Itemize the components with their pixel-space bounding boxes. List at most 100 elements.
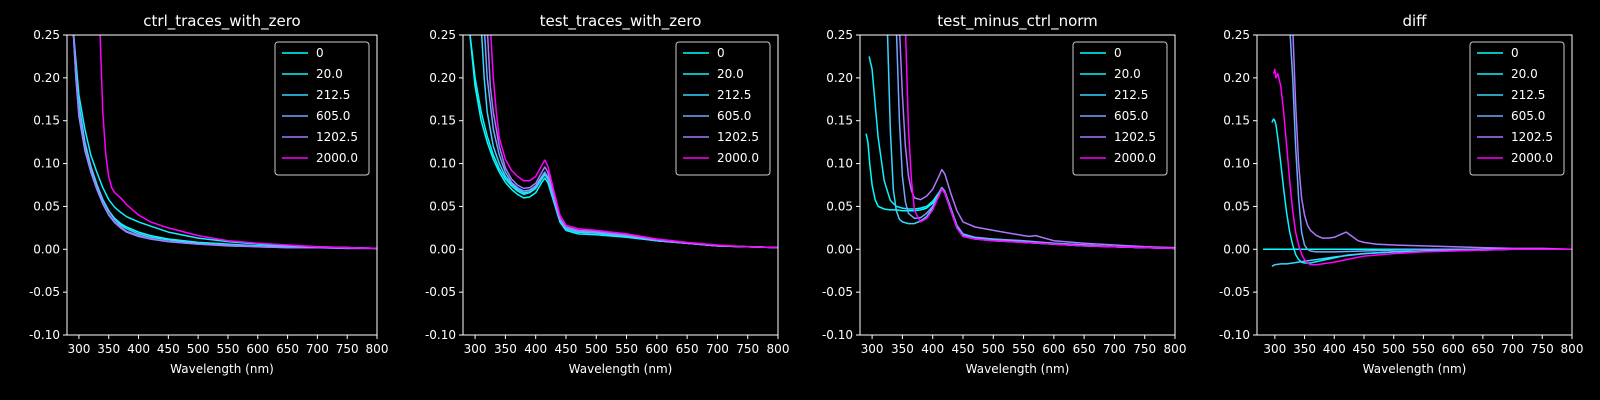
plot-area (469, 35, 778, 249)
legend-label: 2000.0 (1511, 151, 1553, 165)
x-tick-label: 550 (217, 342, 240, 356)
x-tick-label: 800 (767, 342, 790, 356)
y-tick-label: -0.10 (425, 328, 456, 342)
legend: 0 20.0 212.5 605.0 1202.5 2000.0 (675, 41, 771, 176)
legend-label: 1202.5 (1114, 130, 1156, 144)
series-line-1202.5 (72, 35, 377, 250)
x-axis-label: Wavelength (nm) (966, 362, 1070, 376)
legend-label: 20.0 (717, 67, 744, 81)
legend: 0 20.0 212.5 605.0 1202.5 2000.0 (1072, 41, 1168, 176)
x-tick-label: 500 (187, 342, 210, 356)
x-tick-label: 800 (1561, 342, 1584, 356)
legend-label: 1202.5 (1511, 130, 1553, 144)
legend-label: 2000.0 (717, 151, 759, 165)
series-line-212.5 (72, 35, 377, 250)
legend-label: 212.5 (1511, 88, 1545, 102)
y-tick-label: -0.10 (1219, 328, 1250, 342)
y-tick-label: 0.00 (1223, 242, 1250, 256)
y-tick-label: 0.00 (33, 242, 60, 256)
legend-label: 605.0 (316, 109, 350, 123)
y-tick-label: 0.20 (429, 71, 456, 85)
x-tick-label: 300 (861, 342, 884, 356)
y-tick-label: 0.10 (826, 157, 853, 171)
y-tick-label: 0.10 (33, 157, 60, 171)
x-tick-label: 650 (676, 342, 699, 356)
y-tick-label: 0.10 (1223, 157, 1250, 171)
x-axis-label: Wavelength (nm) (170, 362, 274, 376)
legend-label: 2000.0 (1114, 151, 1156, 165)
x-tick-label: 750 (1133, 342, 1156, 356)
y-tick-label: 0.05 (429, 199, 456, 213)
legend-frame (1469, 41, 1565, 176)
y-tick-label: 0.05 (33, 199, 60, 213)
y-tick-label: -0.05 (425, 285, 456, 299)
y-tick-label: 0.00 (429, 242, 456, 256)
y-tick-label: -0.10 (29, 328, 60, 342)
x-tick-label: 450 (157, 342, 180, 356)
y-tick-label: 0.10 (429, 157, 456, 171)
y-tick-label: -0.05 (1219, 285, 1250, 299)
x-tick-label: 600 (1042, 342, 1065, 356)
x-tick-label: 350 (494, 342, 517, 356)
x-tick-label: 400 (921, 342, 944, 356)
x-tick-label: 750 (736, 342, 759, 356)
chart-title: ctrl_traces_with_zero (143, 12, 300, 31)
y-tick-label: 0.05 (826, 199, 853, 213)
x-tick-label: 400 (127, 342, 150, 356)
axes-frame (1256, 34, 1573, 336)
x-tick-label: 750 (1531, 342, 1554, 356)
x-tick-label: 500 (1382, 342, 1405, 356)
chart-title: test_minus_ctrl_norm (937, 12, 1098, 31)
chart-title: diff (1402, 12, 1427, 30)
series-line-212.5 (1271, 248, 1572, 268)
chart-title: test_traces_with_zero (540, 12, 702, 31)
legend-label: 212.5 (717, 88, 751, 102)
plot-area (865, 35, 1175, 250)
legend-frame (1072, 41, 1168, 176)
x-axis-label: Wavelength (nm) (1363, 362, 1467, 376)
x-tick-label: 500 (585, 342, 608, 356)
x-tick-label: 800 (366, 342, 389, 356)
x-tick-label: 500 (982, 342, 1005, 356)
x-tick-label: 750 (336, 342, 359, 356)
x-tick-label: 550 (1012, 342, 1035, 356)
legend-label: 20.0 (1114, 67, 1141, 81)
chart-panel-1: 300 350 400 450 500 550 600 650 700 750 800 -0.10 -0… (29, 12, 389, 376)
legend-label: 212.5 (316, 88, 350, 102)
y-tick-label: 0.25 (429, 28, 456, 42)
y-tick-label: 0.15 (826, 114, 853, 128)
x-tick-label: 350 (891, 342, 914, 356)
x-tick-label: 450 (1353, 342, 1376, 356)
y-tick-label: 0.25 (826, 28, 853, 42)
legend-label: 605.0 (1114, 109, 1148, 123)
chart-panel-3: 300 350 400 450 500 550 600 650 700 750 800 -0.10 -0… (822, 12, 1187, 376)
x-tick-label: 550 (1412, 342, 1435, 356)
legend-label: 20.0 (316, 67, 343, 81)
x-tick-label: 600 (246, 342, 269, 356)
y-tick-label: -0.05 (822, 285, 853, 299)
series-line-1202.5 (899, 35, 1175, 249)
y-tick-label: -0.10 (822, 328, 853, 342)
y-tick-label: 0.20 (826, 71, 853, 85)
x-tick-label: 300 (1263, 342, 1286, 356)
series-line-2000.0 (1272, 68, 1572, 266)
series-line-20.0 (72, 35, 377, 250)
legend-frame (675, 41, 771, 176)
x-tick-label: 650 (1471, 342, 1494, 356)
chart-panel-4: 300 350 400 450 500 550 600 650 700 750 800 -0.10 -0… (1219, 12, 1584, 376)
y-tick-label: 0.25 (1223, 28, 1250, 42)
series-line-605.0 (895, 35, 1175, 250)
x-tick-label: 600 (1442, 342, 1465, 356)
legend-label: 0 (316, 46, 324, 60)
plot-area (72, 35, 377, 250)
legend-label: 605.0 (717, 109, 751, 123)
x-tick-label: 700 (1501, 342, 1524, 356)
legend-label: 0 (717, 46, 725, 60)
legend-label: 0 (1114, 46, 1122, 60)
axes-frame (859, 34, 1176, 336)
x-tick-label: 300 (464, 342, 487, 356)
x-tick-label: 400 (1323, 342, 1346, 356)
x-tick-label: 450 (952, 342, 975, 356)
legend: 0 20.0 212.5 605.0 1202.5 2000.0 (274, 41, 370, 176)
